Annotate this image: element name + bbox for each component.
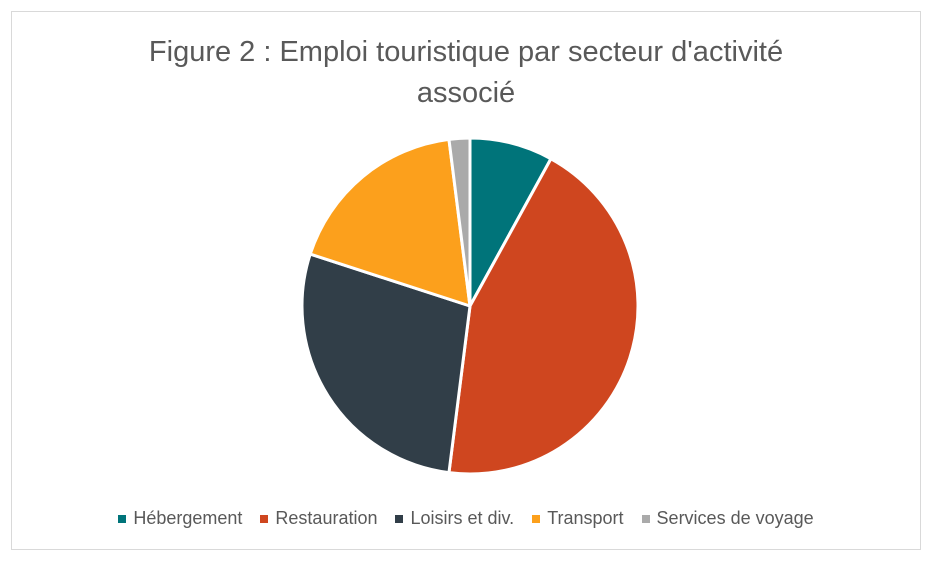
legend-item-loisirs-et-div: Loisirs et div.	[395, 508, 514, 529]
legend-label: Restauration	[275, 508, 378, 528]
legend-item-restauration: Restauration	[260, 508, 377, 529]
legend-label: Transport	[547, 508, 624, 528]
chart-legend: Hébergement Restauration Loisirs et div. Tr…	[12, 508, 920, 529]
chart-title-line-2: associé	[416, 77, 516, 109]
legend-item-transport: Transport	[532, 508, 624, 529]
chart-title-line-1: Figure 2 : Emploi touristique par secteu…	[148, 36, 784, 68]
legend-item-services-de-voyage: Services de voyage	[641, 508, 814, 529]
legend-item-hebergement: Hébergement	[118, 508, 242, 529]
legend-swatch	[532, 514, 541, 523]
legend-label: Services de voyage	[656, 508, 814, 528]
legend-label: Loisirs et div.	[410, 508, 515, 528]
pie-slice-loisirs-et-div	[300, 252, 472, 475]
legend-swatch	[260, 514, 269, 523]
pie-slice-transport	[308, 137, 472, 308]
legend-swatch	[118, 514, 127, 523]
chart-title: Figure 2 : Emploi touristique par secteu…	[12, 32, 920, 114]
chart-area: Figure 2 : Emploi touristique par secteu…	[11, 11, 921, 550]
legend-swatch	[641, 514, 650, 523]
legend-swatch	[395, 514, 404, 523]
pie-chart	[300, 136, 640, 476]
pie-slice-restauration	[447, 157, 640, 476]
pie-slice-services-de-voyage	[447, 136, 472, 308]
legend-label: Hébergement	[133, 508, 243, 528]
